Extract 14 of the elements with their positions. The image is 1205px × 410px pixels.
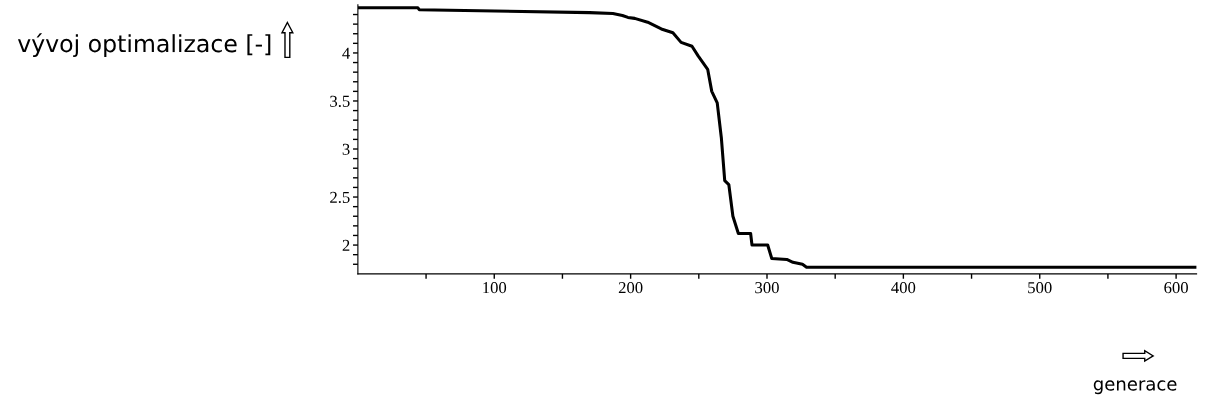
y-tick-label: 3 xyxy=(342,143,350,155)
y-tick-label: 4 xyxy=(342,47,350,59)
y-tick-label: 2 xyxy=(342,239,350,251)
x-tick-label: 300 xyxy=(755,282,779,294)
x-axis-title: generace xyxy=(1093,380,1177,395)
y-axis-title: vývoj optimalizace [-] xyxy=(17,33,271,57)
x-tick-label: 500 xyxy=(1028,282,1052,294)
line-series xyxy=(357,6,1197,269)
x-tick-label: 100 xyxy=(483,282,507,294)
x-tick-label: 200 xyxy=(618,282,643,294)
y-tick-label: 3.5 xyxy=(330,95,350,107)
y-tick-label: 2.5 xyxy=(330,191,350,204)
x-tick-label: 600 xyxy=(1164,282,1188,294)
x-tick-label: 400 xyxy=(891,282,916,294)
